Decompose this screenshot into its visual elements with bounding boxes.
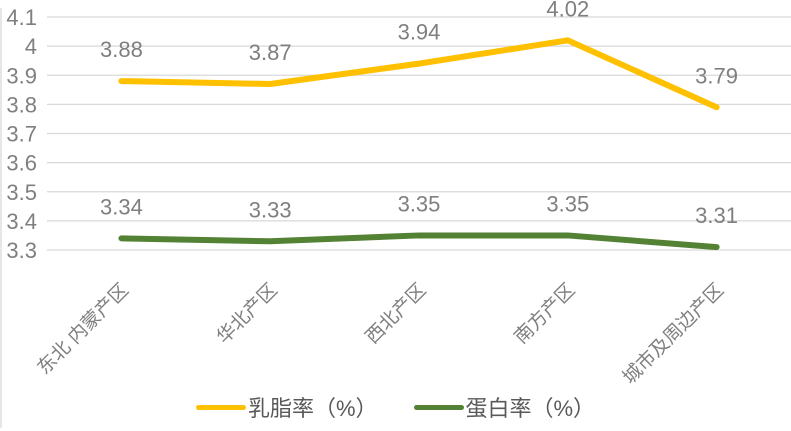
data-label-protein-rate: 3.35 <box>546 191 589 216</box>
legend-line-swatch-protein <box>413 404 464 410</box>
y-axis-tick-label: 3.4 <box>6 209 37 234</box>
data-label-milk-fat-rate: 3.88 <box>100 37 143 62</box>
y-axis-tick-label: 3.6 <box>6 151 37 176</box>
data-label-milk-fat-rate: 4.02 <box>546 0 589 21</box>
x-axis-category-label: 城市及周边产区 <box>619 279 729 389</box>
legend-label-milk-fat: 乳脂率（%） <box>247 396 378 421</box>
x-axis-category-label: 南方产区 <box>510 279 579 348</box>
x-axis-category-label: 东北 内蒙产区 <box>33 279 133 379</box>
y-axis-tick-label: 3.5 <box>6 180 37 205</box>
legend-line-swatch-milk-fat <box>195 404 246 410</box>
data-label-milk-fat-rate: 3.94 <box>398 20 441 45</box>
y-axis-tick-label: 4 <box>25 34 37 59</box>
y-axis-tick-label: 4.1 <box>6 5 37 30</box>
x-axis-category-label: 华北产区 <box>212 279 281 348</box>
data-label-protein-rate: 3.31 <box>695 203 738 228</box>
data-label-protein-rate: 3.33 <box>249 197 292 222</box>
y-axis-tick-label: 3.3 <box>6 238 37 263</box>
series-line-milk-fat-rate <box>118 37 720 111</box>
y-axis-tick-label: 3.7 <box>6 122 37 147</box>
data-label-milk-fat-rate: 3.87 <box>249 40 292 65</box>
data-label-milk-fat-rate: 3.79 <box>695 63 738 88</box>
y-axis-tick-label: 3.8 <box>6 92 37 117</box>
legend-item-milk-fat-rate: 乳脂率（%） <box>195 391 378 423</box>
data-label-protein-rate: 3.34 <box>100 194 143 219</box>
legend-item-protein-rate: 蛋白率（%） <box>413 391 596 423</box>
x-axis-category-label: 西北产区 <box>361 279 430 348</box>
data-label-protein-rate: 3.35 <box>398 191 441 216</box>
chart-legend: 乳脂率（%） 蛋白率（%） <box>0 391 791 423</box>
y-axis-tick-label: 3.9 <box>6 63 37 88</box>
series-line-protein-rate <box>118 232 720 251</box>
legend-label-protein: 蛋白率（%） <box>465 396 596 421</box>
